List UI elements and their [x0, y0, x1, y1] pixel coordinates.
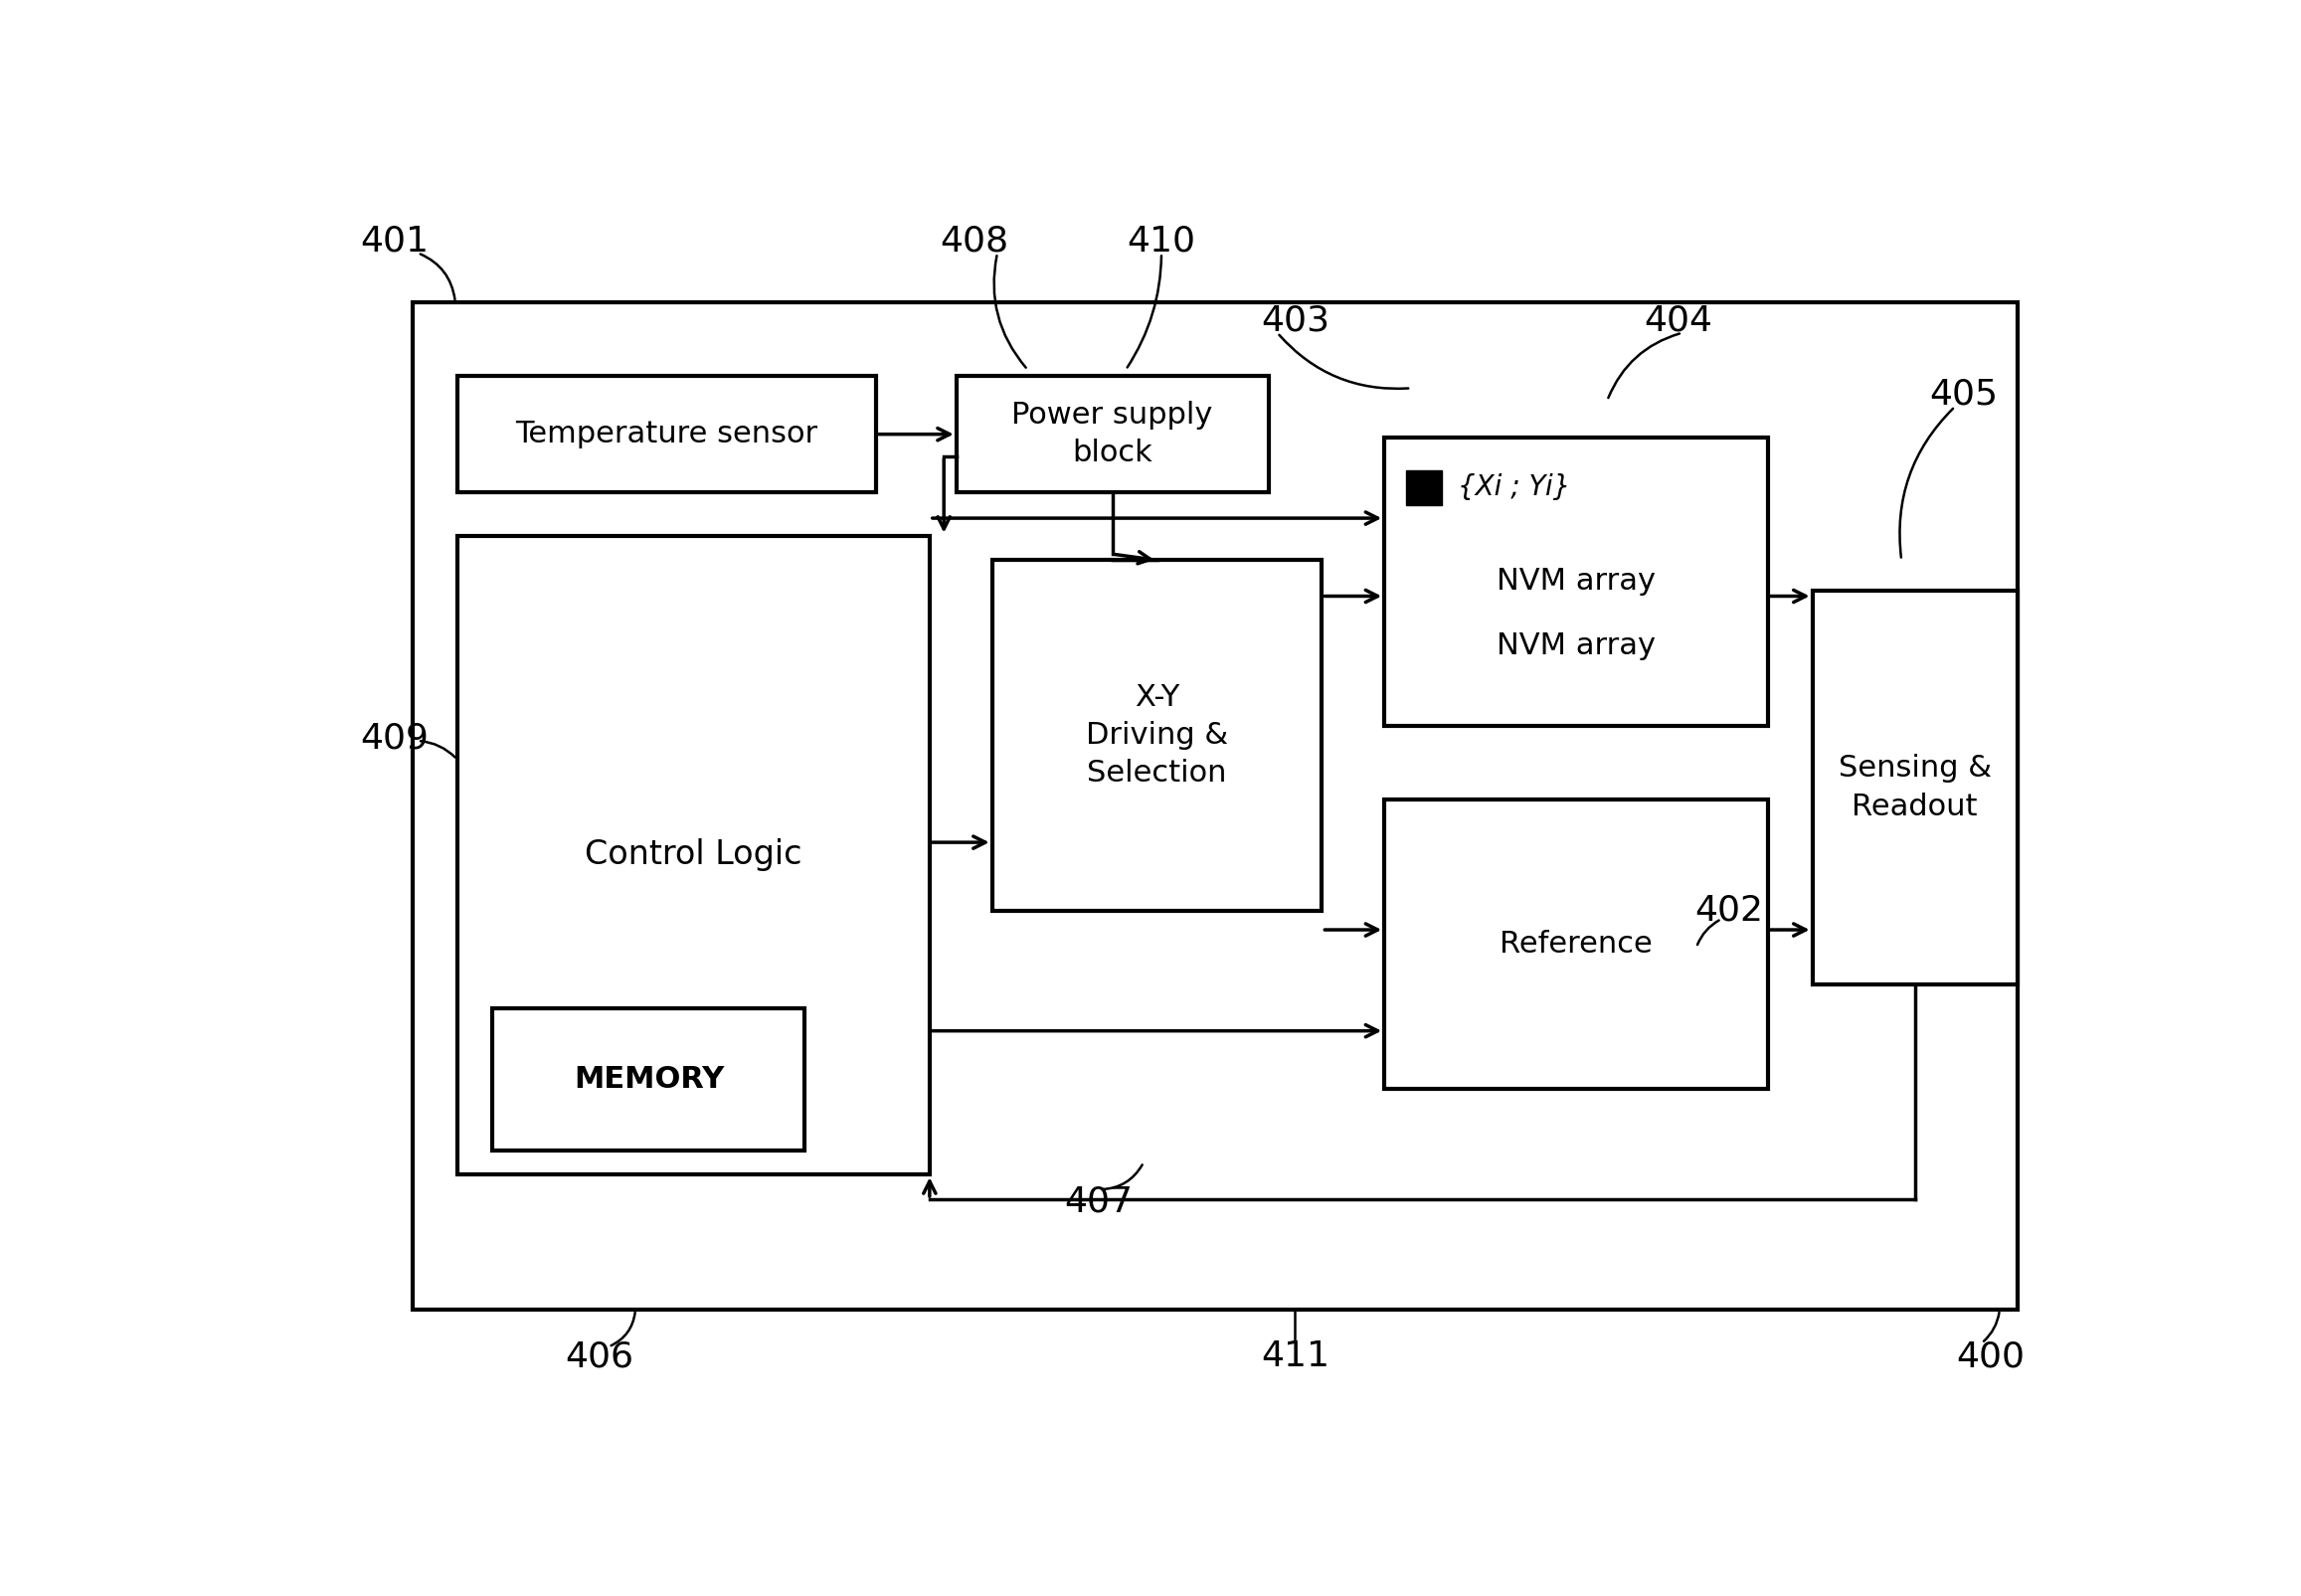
Text: Temperature sensor: Temperature sensor — [515, 420, 817, 448]
Bar — [1406, 471, 1440, 504]
Text: NVM array: NVM array — [1496, 632, 1657, 661]
Text: 409: 409 — [361, 721, 428, 755]
Text: 402: 402 — [1694, 894, 1763, 927]
Bar — [492, 1009, 805, 1151]
Text: 405: 405 — [1931, 377, 1997, 412]
Bar — [458, 536, 930, 1175]
Text: Power supply
block: Power supply block — [1012, 401, 1213, 468]
Bar — [412, 302, 2018, 1310]
Text: X-Y
Driving &
Selection: X-Y Driving & Selection — [1086, 683, 1229, 788]
Text: 407: 407 — [1065, 1184, 1134, 1219]
Bar — [1385, 437, 1767, 726]
Text: 406: 406 — [566, 1339, 635, 1374]
Text: MEMORY: MEMORY — [573, 1065, 725, 1093]
Bar — [992, 560, 1321, 910]
Text: Sensing &
Readout: Sensing & Readout — [1838, 755, 1990, 820]
Text: 410: 410 — [1127, 223, 1197, 257]
Text: 408: 408 — [939, 223, 1008, 257]
Text: Control Logic: Control Logic — [584, 839, 803, 871]
Bar — [458, 375, 877, 493]
Text: 400: 400 — [1956, 1339, 2025, 1374]
Text: 404: 404 — [1645, 303, 1712, 337]
Text: 403: 403 — [1261, 303, 1330, 337]
Text: 411: 411 — [1261, 1339, 1330, 1374]
Bar — [1813, 591, 2018, 985]
Bar — [957, 375, 1268, 493]
Bar — [1385, 800, 1767, 1088]
Text: {Xi ; Yi}: {Xi ; Yi} — [1457, 474, 1569, 501]
Text: 401: 401 — [361, 223, 428, 257]
Text: Reference: Reference — [1500, 930, 1652, 959]
Text: NVM array: NVM array — [1496, 567, 1657, 597]
